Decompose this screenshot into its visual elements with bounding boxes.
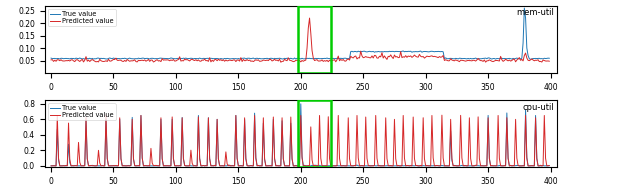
Predicted value: [363, 56, 371, 58]
Predicted value: [411, 157, 419, 160]
True value: [244, 165, 252, 167]
True value: [545, 165, 553, 167]
True value: [209, 57, 217, 60]
Line: Predicted value: Predicted value: [51, 18, 549, 62]
Legend: True value, Predicted value: True value, Predicted value: [48, 9, 116, 26]
Predicted value: [211, 164, 218, 166]
Line: True value: True value: [51, 104, 549, 166]
Predicted value: [412, 55, 420, 57]
True value: [209, 165, 217, 167]
True value: [527, 58, 534, 60]
True value: [244, 57, 252, 59]
True value: [297, 103, 305, 105]
Predicted value: [545, 164, 553, 167]
True value: [47, 57, 55, 59]
Predicted value: [108, 165, 116, 167]
Line: Predicted value: Predicted value: [51, 115, 549, 166]
True value: [361, 50, 369, 52]
True value: [47, 165, 55, 167]
Text: cpu-util: cpu-util: [522, 103, 554, 112]
Predicted value: [362, 116, 369, 118]
True value: [407, 50, 415, 52]
True value: [107, 57, 115, 60]
True value: [107, 165, 115, 167]
True value: [545, 57, 553, 59]
True value: [410, 51, 417, 53]
Predicted value: [277, 61, 285, 63]
Predicted value: [410, 55, 417, 57]
Bar: [298, 100, 331, 167]
True value: [411, 165, 419, 167]
Predicted value: [244, 60, 252, 62]
True value: [362, 165, 369, 167]
Predicted value: [306, 17, 314, 19]
Line: True value: True value: [51, 8, 549, 59]
Predicted value: [102, 114, 110, 116]
Predicted value: [47, 59, 55, 61]
Predicted value: [47, 165, 55, 167]
Predicted value: [545, 60, 553, 62]
Text: mem-util: mem-util: [516, 8, 554, 17]
Predicted value: [246, 165, 253, 167]
Legend: True value, Predicted value: True value, Predicted value: [48, 103, 116, 120]
True value: [520, 7, 528, 9]
True value: [408, 165, 416, 167]
Predicted value: [107, 60, 115, 62]
Predicted value: [209, 60, 217, 62]
Predicted value: [408, 165, 416, 167]
Bar: [298, 6, 331, 73]
